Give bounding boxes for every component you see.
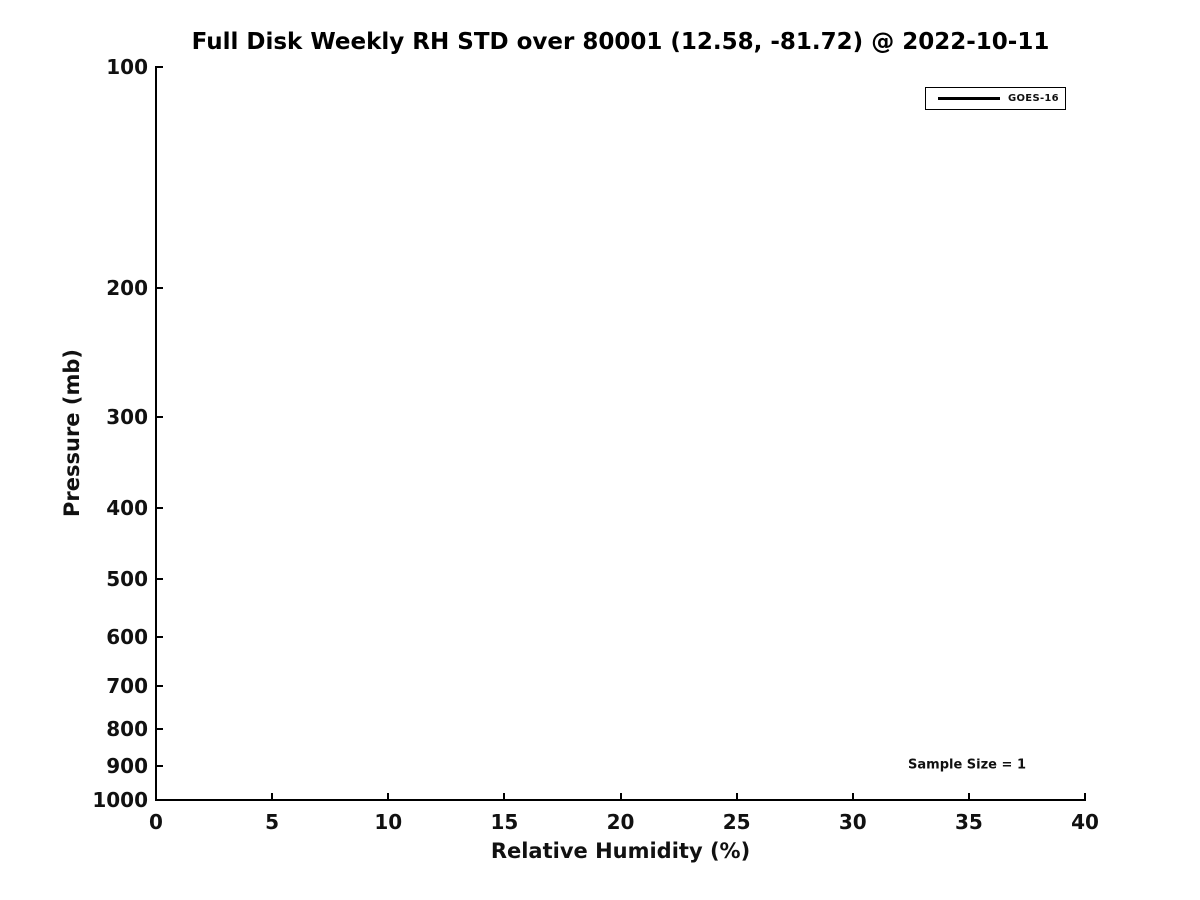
x-tick (155, 793, 157, 800)
legend-line-icon (938, 97, 1000, 100)
x-tick (851, 793, 854, 800)
x-tick-label: 35 (954, 810, 983, 834)
y-axis-spine (155, 66, 157, 801)
x-tick-label: 25 (722, 810, 751, 834)
y-tick (156, 578, 163, 581)
x-tick-label: 15 (490, 810, 519, 834)
x-tick-label: 5 (265, 810, 280, 834)
x-tick-label: 20 (606, 810, 635, 834)
x-tick-label: 10 (374, 810, 403, 834)
x-tick-label: 40 (1071, 810, 1099, 834)
y-tick (156, 507, 163, 510)
y-axis-label: Pressure (mb) (60, 349, 84, 517)
x-tick-label: 30 (838, 810, 867, 834)
x-tick (619, 793, 622, 800)
legend: GOES-16 (925, 87, 1066, 110)
y-tick-label: 300 (106, 404, 148, 429)
y-tick (156, 727, 163, 730)
y-tick (156, 66, 163, 68)
y-tick-label: 200 (106, 275, 148, 300)
y-tick (156, 636, 163, 639)
y-tick (156, 415, 163, 418)
x-tick (735, 793, 738, 800)
y-tick-label: 100 (106, 55, 148, 79)
x-tick-label: 0 (149, 810, 163, 834)
y-tick (156, 765, 163, 768)
y-tick-label: 400 (106, 496, 148, 521)
x-axis-spine (155, 799, 1086, 801)
y-tick (156, 799, 163, 801)
y-tick-label: 600 (106, 625, 148, 650)
y-tick (156, 685, 163, 688)
x-tick (1084, 793, 1086, 800)
x-tick (387, 793, 390, 800)
x-tick (967, 793, 970, 800)
x-tick (503, 793, 506, 800)
sample-size-annotation: Sample Size = 1 (908, 757, 1026, 773)
x-axis-label: Relative Humidity (%) (490, 839, 751, 863)
y-tick-label: 800 (106, 716, 148, 741)
y-tick (156, 286, 163, 289)
y-tick-label: 700 (106, 674, 148, 699)
chart-title: Full Disk Weekly RH STD over 80001 (12.5… (191, 29, 1050, 55)
x-tick (271, 793, 274, 800)
plot-area: 0 5 10 15 20 25 30 35 40 100 200 300 400 500 600 700 800… (92, 55, 1099, 834)
y-tick-label: 900 (106, 754, 148, 779)
y-tick-label: 1000 (92, 788, 148, 812)
legend-label: GOES-16 (1008, 93, 1059, 104)
y-tick-label: 500 (106, 567, 148, 592)
